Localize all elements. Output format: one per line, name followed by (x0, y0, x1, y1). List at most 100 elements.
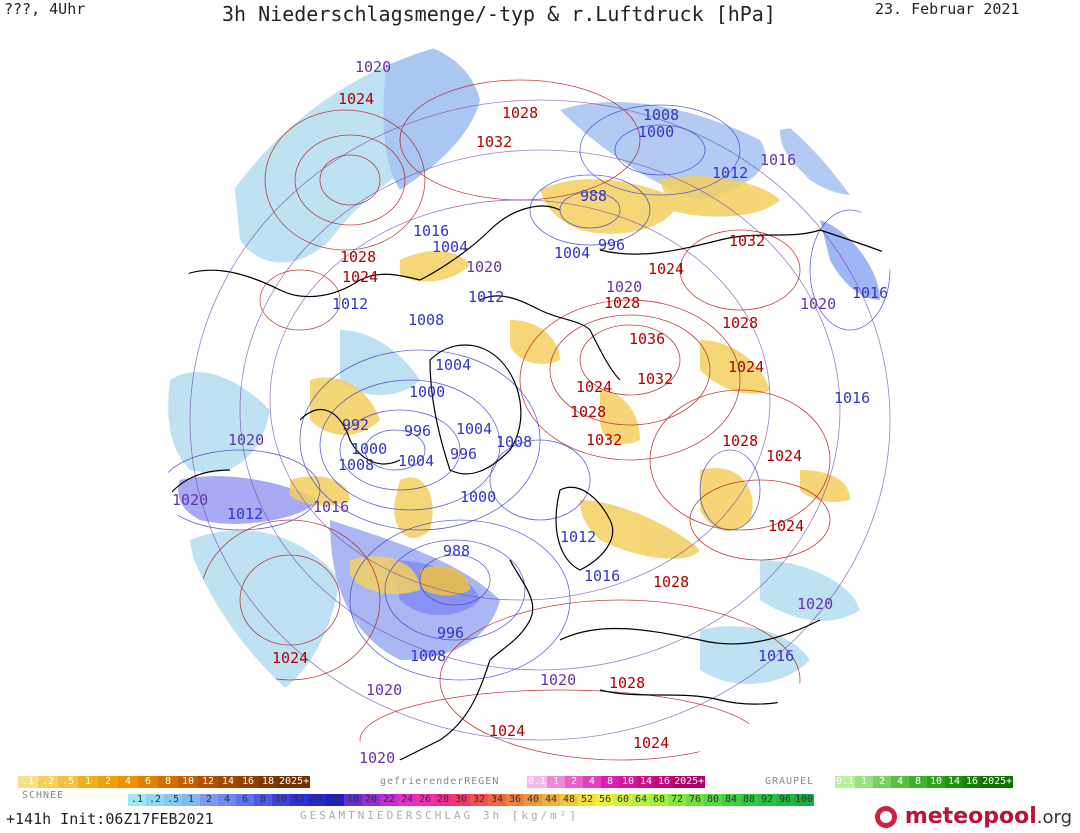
pressure-label: 1008 (338, 456, 374, 474)
pressure-label: 1016 (834, 389, 870, 407)
brand-suffix: .org (1036, 807, 1072, 828)
pressure-precip-map: 1020102410281032100810001016101298810161… (161, 31, 919, 775)
legend-freezing-rain-swatch: 10 (619, 776, 638, 788)
pressure-label: 1000 (460, 488, 496, 506)
pressure-label: 1020 (366, 681, 402, 699)
legend-total-swatch: 60 (614, 794, 632, 806)
legend-graupel: 0.1 1 2 4 8 10 14 16 2025+ (835, 776, 1014, 788)
pressure-label: 1008 (410, 647, 446, 665)
valid-date: 23. Februar 2021 (875, 0, 1020, 18)
legend-snow-swatch: 4 (118, 776, 138, 788)
legend-snow-label: SCHNEE (22, 790, 65, 801)
legend-graupel-swatch: 14 (945, 776, 964, 788)
pressure-label: 1028 (502, 104, 538, 122)
legend-total-swatch: 10 (272, 794, 290, 806)
legend-graupel-swatch: 1 (855, 776, 874, 788)
legend-snow-swatch: 2 (98, 776, 118, 788)
map-title: 3h Niederschlagsmenge/-typ & r.Luftdruck… (222, 2, 776, 26)
legend-total-swatch: .1 (128, 794, 146, 806)
legend-total-swatch: 64 (632, 794, 650, 806)
legend-total-swatch: 22 (380, 794, 398, 806)
legend-total-swatch: 20 (362, 794, 380, 806)
isobars-mid (189, 99, 891, 741)
legend-total-swatch: 8 (254, 794, 272, 806)
legend-total-swatch: 32 (470, 794, 488, 806)
legend-freezing-rain-swatch: 16 (655, 776, 674, 788)
pressure-label: 1024 (768, 517, 804, 535)
legend-freezing-rain-label: gefrierenderREGEN (380, 776, 500, 787)
pressure-label: 1020 (172, 491, 208, 509)
legend-total-swatch: 80 (704, 794, 722, 806)
legend-total-swatch: 68 (650, 794, 668, 806)
legend-total-swatch: 52 (578, 794, 596, 806)
total-precip-title: GESAMTNIEDERSCHLAG 3h [kg/m²] (300, 809, 580, 822)
run-info: +141h Init:06Z17FEB2021 (6, 810, 214, 828)
pressure-label: 988 (443, 542, 470, 560)
pressure-label: 1016 (852, 284, 888, 302)
pressure-label: 1000 (409, 383, 445, 401)
snow-fields (290, 176, 850, 596)
legend-snow: .1.2.5 1 2 4 6 8 10 12 14 16 18 2025+ (18, 776, 311, 788)
pressure-label: 996 (437, 624, 464, 642)
pressure-label: 1004 (456, 420, 492, 438)
pressure-label: 1020 (355, 58, 391, 76)
pressure-label: 1000 (351, 440, 387, 458)
pressure-label: 1024 (728, 358, 764, 376)
meteopool-logo[interactable]: meteopool.org (875, 804, 1072, 829)
legend-freezing-rain-swatch: 14 (637, 776, 656, 788)
brand-name: meteopool (904, 804, 1037, 829)
pressure-label: 1004 (398, 452, 434, 470)
legend-total-swatch: 72 (668, 794, 686, 806)
legend-total-swatch: 26 (416, 794, 434, 806)
legend-total-swatch: 84 (722, 794, 740, 806)
legend-snow-swatch: .5 (58, 776, 78, 788)
legend-total-swatch: 96 (776, 794, 794, 806)
pressure-label: 1012 (468, 288, 504, 306)
legend-graupel-swatch: 2025+ (981, 776, 1014, 788)
pressure-labels: 1020102410281032100810001016101298810161… (172, 58, 888, 767)
pressure-label: 988 (580, 187, 607, 205)
legend-graupel-swatch: 2 (873, 776, 892, 788)
legend-snow-swatch: 12 (198, 776, 218, 788)
legend-graupel-swatch: 8 (909, 776, 928, 788)
pressure-label: 1028 (722, 432, 758, 450)
pressure-label: 1024 (272, 649, 308, 667)
legend-total-swatch: 6 (236, 794, 254, 806)
pressure-label: 1020 (606, 278, 642, 296)
legend-graupel-swatch: 10 (927, 776, 946, 788)
legend-total-swatch: 24 (398, 794, 416, 806)
pressure-label: 1020 (800, 295, 836, 313)
pressure-label: 1020 (466, 258, 502, 276)
pressure-label: 1012 (227, 505, 263, 523)
map-disk (162, 32, 918, 775)
pressure-label: 1024 (648, 260, 684, 278)
legend-graupel-label: GRAUPEL (765, 776, 815, 787)
pressure-label: 1016 (413, 222, 449, 240)
pressure-label: 1004 (554, 244, 590, 262)
pressure-label: 1028 (604, 294, 640, 312)
legend-total: .1.2.5 1 2 4 6 8 10 12 14 16 18 20 22 24 26 28 30 32 34 36 4… (128, 794, 815, 806)
logo-icon (875, 806, 898, 828)
pressure-label: 1020 (228, 431, 264, 449)
legend-total-swatch: 56 (596, 794, 614, 806)
pressure-label: 1028 (340, 248, 376, 266)
legend-total-swatch: 16 (326, 794, 344, 806)
legend-graupel-swatch: 16 (963, 776, 982, 788)
pressure-label: 996 (598, 236, 625, 254)
init-time-label: ???, 4Uhr (4, 0, 86, 18)
pressure-label: 1032 (586, 431, 622, 449)
legend-snow-swatch: 8 (158, 776, 178, 788)
pressure-label: 1004 (435, 356, 471, 374)
pressure-label: 1020 (797, 595, 833, 613)
pressure-label: 1028 (609, 674, 645, 692)
pressure-label: 1024 (489, 722, 525, 740)
legend-total-swatch: 2 (200, 794, 218, 806)
pressure-label: 996 (450, 445, 477, 463)
pressure-label: 1000 (638, 123, 674, 141)
pressure-label: 1036 (629, 330, 665, 348)
pressure-label: 1008 (408, 311, 444, 329)
legend-snow-swatch: .1 (18, 776, 38, 788)
legend-total-swatch: .5 (164, 794, 182, 806)
pressure-label: 1024 (342, 268, 378, 286)
legend-snow-swatch: 16 (238, 776, 258, 788)
